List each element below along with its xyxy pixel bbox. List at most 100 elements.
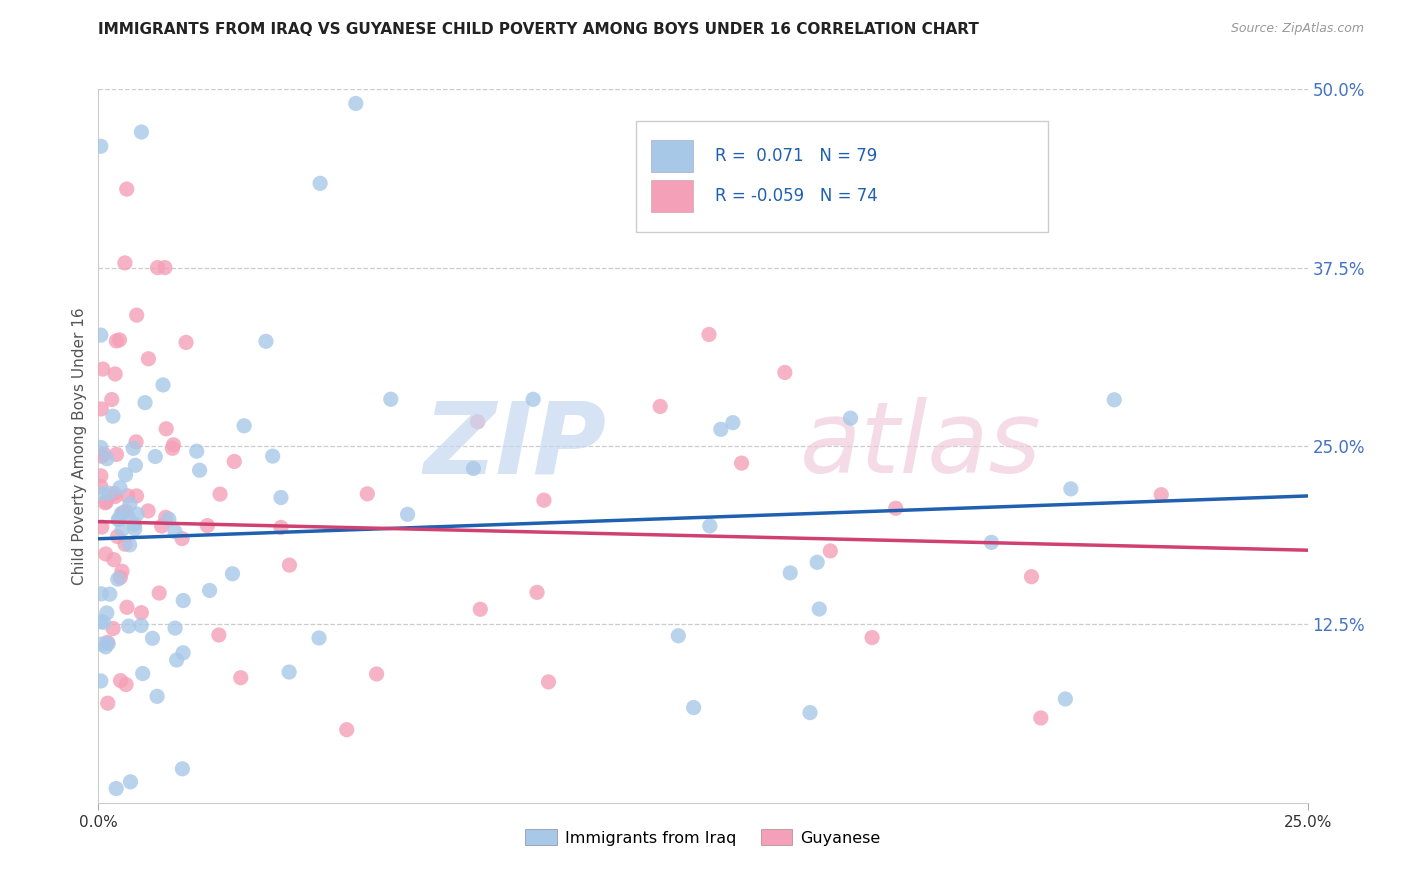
Point <box>110 570 132 584</box>
Point <box>124 522 146 536</box>
Point <box>101 622 124 636</box>
Point <box>526 585 548 599</box>
Point <box>103 552 125 566</box>
Y-axis label: Child Poverty Among Boys Under 16: Child Poverty Among Boys Under 16 <box>72 307 87 585</box>
Point <box>699 519 721 533</box>
Point <box>1029 711 1052 725</box>
Point <box>100 392 122 407</box>
Point <box>114 537 136 551</box>
Point <box>108 333 131 347</box>
Point <box>90 468 112 483</box>
Point <box>94 547 117 561</box>
Point <box>270 491 292 505</box>
Point <box>254 334 277 349</box>
Point <box>90 449 112 463</box>
Point <box>108 512 131 526</box>
Point <box>229 671 252 685</box>
Point <box>224 454 246 468</box>
Point <box>150 519 173 533</box>
Point <box>779 566 801 580</box>
Point <box>470 602 492 616</box>
Point <box>93 615 115 630</box>
Point <box>166 653 188 667</box>
Point <box>146 260 169 275</box>
Point <box>129 618 152 632</box>
Point <box>172 593 194 607</box>
Point <box>262 449 284 463</box>
Point <box>115 182 138 196</box>
Point <box>122 442 145 456</box>
Point <box>155 510 177 524</box>
Point <box>233 418 256 433</box>
Point <box>980 535 1002 549</box>
Point <box>110 673 132 688</box>
Point <box>96 606 118 620</box>
Point <box>117 509 139 524</box>
Point <box>125 434 148 449</box>
Point <box>153 260 176 275</box>
Point <box>697 327 720 342</box>
Point <box>172 532 194 546</box>
Point <box>90 673 112 688</box>
Point <box>90 441 112 455</box>
Point <box>101 409 124 424</box>
Point <box>163 524 186 539</box>
Point <box>884 501 907 516</box>
Point <box>380 392 402 407</box>
Point <box>682 700 704 714</box>
Point <box>125 507 148 521</box>
Point <box>97 637 120 651</box>
Point <box>162 442 184 456</box>
Point <box>125 489 148 503</box>
Point <box>820 544 842 558</box>
Point <box>666 629 689 643</box>
Point <box>96 495 118 509</box>
Point <box>308 631 330 645</box>
Point <box>115 677 138 691</box>
Point <box>186 444 208 458</box>
Point <box>195 518 218 533</box>
Point <box>97 486 120 500</box>
Point <box>90 139 112 153</box>
Point <box>839 411 862 425</box>
Point <box>131 606 153 620</box>
Text: ZIP: ZIP <box>423 398 606 494</box>
Point <box>356 487 378 501</box>
Point <box>103 486 125 500</box>
Point <box>115 600 138 615</box>
Point <box>110 507 132 521</box>
Point <box>114 467 136 482</box>
Point <box>221 566 243 581</box>
Point <box>104 367 127 381</box>
Point <box>533 493 555 508</box>
Point <box>152 378 174 392</box>
Point <box>198 583 221 598</box>
Point <box>118 497 141 511</box>
Point <box>117 489 139 503</box>
Point <box>98 587 121 601</box>
Text: R =  0.071   N = 79: R = 0.071 N = 79 <box>716 146 877 164</box>
Point <box>278 558 301 573</box>
Point <box>463 461 485 475</box>
Point <box>208 628 231 642</box>
Point <box>336 723 359 737</box>
Point <box>172 762 194 776</box>
Point <box>860 631 883 645</box>
Point <box>107 572 129 586</box>
Point <box>124 458 146 473</box>
Point <box>131 666 153 681</box>
Point <box>172 646 194 660</box>
Point <box>90 520 112 534</box>
Point <box>537 674 560 689</box>
Point <box>118 538 141 552</box>
Point <box>1021 570 1043 584</box>
Point <box>90 328 112 343</box>
Point <box>90 637 112 651</box>
Text: Source: ZipAtlas.com: Source: ZipAtlas.com <box>1230 22 1364 36</box>
Point <box>105 781 128 796</box>
Point <box>309 177 332 191</box>
Text: atlas: atlas <box>800 398 1042 494</box>
Point <box>1060 482 1083 496</box>
Point <box>105 334 128 348</box>
Point <box>134 395 156 409</box>
